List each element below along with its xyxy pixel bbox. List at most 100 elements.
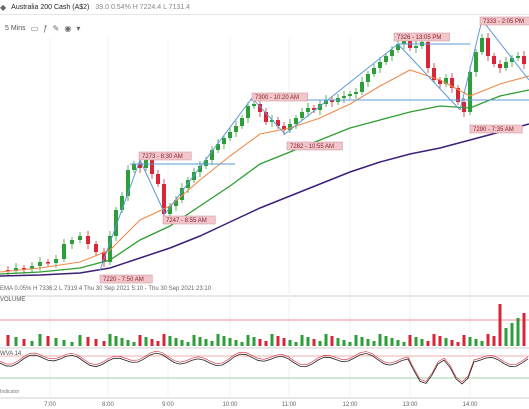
candle-body [348, 94, 352, 96]
candle-body [480, 38, 484, 52]
volume-bar [210, 341, 214, 346]
volume-bar [240, 342, 244, 346]
volume-bar [384, 336, 388, 346]
chart-header: ◆ Australia 200 Cash (A$2) 39.0 0.54% H … [0, 0, 529, 15]
candle-body [30, 266, 34, 269]
volume-bar [156, 341, 160, 346]
time-axis-label: 9:00 [162, 402, 174, 408]
price-annotation-tag [138, 151, 192, 161]
volume-bar [70, 342, 74, 346]
volume-bar [504, 328, 508, 346]
candle-body [402, 40, 406, 44]
volume-bar [86, 337, 90, 346]
volume-bar [342, 340, 346, 346]
candle-body [318, 104, 322, 110]
visibility-icon[interactable]: ◉ [64, 24, 72, 33]
volume-bar [246, 335, 250, 346]
trend-line [99, 159, 141, 271]
candle-body [474, 52, 478, 72]
volume-bar [336, 338, 340, 346]
volume-bar [294, 342, 298, 346]
volume-bar [474, 339, 478, 346]
price-annotation-text: 7220 - 7:50 AM [103, 277, 144, 283]
candle-body [234, 126, 238, 132]
candle-body [222, 138, 226, 144]
volume-bar [486, 334, 490, 346]
volume-bar [498, 304, 502, 346]
trend-line [397, 43, 461, 111]
chart-type-icon[interactable]: ▭ [30, 24, 39, 33]
price-annotation-tag [162, 215, 216, 225]
volume-bar [144, 337, 148, 346]
volume-bar [420, 339, 424, 346]
price-annotation-tag [479, 16, 529, 26]
volume-bar [6, 335, 10, 346]
indicator-name: WVA [0, 351, 13, 357]
volume-bar [132, 342, 136, 346]
candle-body [498, 64, 502, 68]
volume-bar [94, 339, 98, 346]
volume-bar [270, 334, 274, 346]
price-annotation-text: 7300 - 10:20 AM [255, 95, 299, 101]
candle-body [228, 132, 232, 138]
candle-body [360, 82, 364, 92]
candle-body [240, 118, 244, 126]
volume-bar [120, 338, 124, 346]
candle-body [138, 164, 142, 168]
candle-body [270, 120, 274, 122]
candle-body [168, 206, 172, 214]
volume-bar [46, 336, 50, 346]
price-annotation-tag [251, 92, 308, 102]
volume-bar [192, 335, 196, 346]
candle-body [366, 74, 370, 82]
volume-bar [348, 342, 352, 346]
candle-body [294, 118, 298, 124]
trend-line [459, 19, 483, 111]
volume-bar [38, 334, 42, 346]
candle-body [264, 112, 268, 122]
volume-bar [408, 335, 412, 346]
trend-line [284, 43, 399, 135]
indicator-period: 14 [14, 351, 22, 357]
volume-bar [288, 340, 292, 346]
candle-body [46, 262, 50, 264]
time-axis-label: 7:00 [44, 402, 56, 408]
indicator-sub-label: Indicator [0, 389, 20, 395]
volume-pane-label: VOLUME [0, 297, 26, 303]
volume-bar [462, 335, 466, 346]
candle-body [252, 104, 256, 106]
price-annotation-text: 7247 - 8:55 AM [166, 218, 207, 224]
candle-body [390, 50, 394, 56]
price-annotation-text: 7282 - 10:55 AM [290, 144, 334, 150]
candle-body [306, 108, 310, 112]
volume-bar [258, 339, 262, 346]
volume-bar [162, 334, 166, 346]
flag-icon: ◆ [0, 2, 7, 12]
symbol-title[interactable]: Australia 200 Cash (A$2) [11, 3, 90, 11]
volume-bar [216, 334, 220, 346]
indicators-icon[interactable]: ƒ [43, 24, 48, 33]
volume-bar [108, 334, 112, 346]
volume-bar [276, 336, 280, 346]
candle-body [450, 78, 454, 88]
candle-body [78, 236, 82, 240]
drawing-tools-icon[interactable]: ✎ [52, 24, 60, 33]
candle-body [22, 268, 26, 270]
volume-bar [114, 336, 118, 346]
volume-bar [450, 340, 454, 346]
price-annotation-text: 7290 - 7:35 AM [473, 127, 514, 133]
trend-line [139, 159, 166, 215]
interval-selector[interactable]: 5 Mins [5, 25, 26, 32]
volume-bar [414, 337, 418, 346]
volume-bar [282, 338, 286, 346]
volume-bar [62, 340, 66, 346]
candle-body [324, 100, 328, 104]
volume-bar [30, 341, 34, 346]
volume-bar [204, 339, 208, 346]
volume-bar [300, 335, 304, 346]
settings-icon[interactable]: ▾ [76, 24, 81, 33]
time-axis-label: 11:00 [282, 402, 297, 408]
candle-body [38, 262, 42, 266]
candle-body [396, 44, 400, 50]
